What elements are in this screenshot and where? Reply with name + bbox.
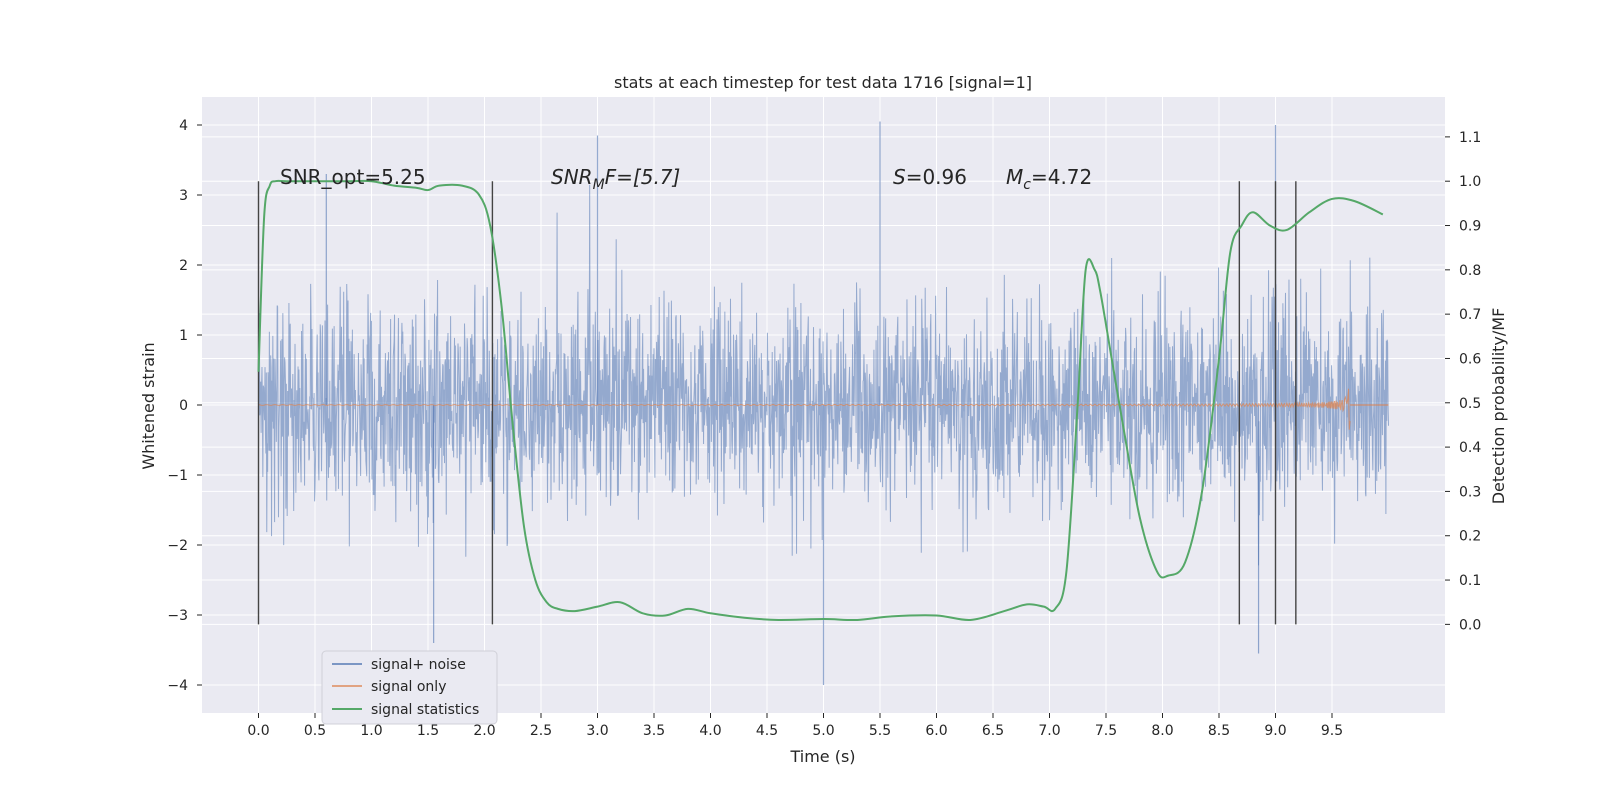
x-tick-label: 7.5 xyxy=(1095,723,1117,739)
y-tick-label: −4 xyxy=(167,678,188,694)
x-tick-label: 0.0 xyxy=(247,723,269,739)
y-tick-label: −1 xyxy=(167,468,188,484)
snr-mf-base: SNR xyxy=(551,165,593,189)
signal-only-line xyxy=(258,388,1351,430)
y-right-tick-label: 0.5 xyxy=(1459,396,1481,412)
y-tick-label: −3 xyxy=(167,608,188,624)
x-tick-label: 6.5 xyxy=(982,723,1004,739)
y-right-tick-label: 0.0 xyxy=(1459,617,1481,633)
x-tick-label: 2.5 xyxy=(530,723,552,739)
annotation-snr-mf: SNRMF=[5.7] xyxy=(551,165,680,193)
s-rest: =0.96 xyxy=(906,165,967,189)
x-tick-label: 9.5 xyxy=(1321,723,1343,739)
signal-statistics-line xyxy=(257,179,1384,622)
x-tick-label: 7.0 xyxy=(1038,723,1060,739)
y-tick-label: 4 xyxy=(179,118,188,134)
y-right-tick-label: 0.9 xyxy=(1459,219,1481,235)
legend-box xyxy=(321,650,498,725)
x-tick-label: 6.0 xyxy=(925,723,947,739)
y-axis-label: Whitened strain xyxy=(139,342,158,469)
y-tick-label: 3 xyxy=(179,188,188,204)
y-ticks-right: 1.1 1.0 0.9 0.8 0.7 0.6 0.5 0.4 0.3 0.2 0.1 0.0 xyxy=(1445,130,1481,633)
y-right-tick-label: 0.8 xyxy=(1459,263,1481,279)
y-right-tick-label: 0.2 xyxy=(1459,529,1481,545)
x-tick-label: 3.0 xyxy=(586,723,608,739)
x-tick-label: 3.5 xyxy=(643,723,665,739)
x-tick-label: 8.0 xyxy=(1151,723,1173,739)
y-tick-label: −2 xyxy=(167,538,188,554)
legend: signal+ noise signal only signal statist… xyxy=(321,650,498,725)
signal-only-series xyxy=(258,388,1389,430)
vertical-markers xyxy=(257,181,1297,625)
y-right-tick-label: 0.3 xyxy=(1459,484,1481,500)
legend-label-signal-statistics: signal statistics xyxy=(371,702,479,718)
y-ticks: 4 3 2 1 0 −1 −2 −3 −4 xyxy=(167,118,202,694)
snr-mf-rest: F=[5.7] xyxy=(605,165,681,189)
x-tick-label: 4.0 xyxy=(699,723,721,739)
snr-mf-sub: M xyxy=(593,177,605,193)
x-tick-label: 4.5 xyxy=(756,723,778,739)
y-right-tick-label: 1.1 xyxy=(1459,130,1481,146)
x-tick-label: 1.0 xyxy=(360,723,382,739)
annotation-s-value: S=0.96 xyxy=(893,165,967,189)
annotation-chirp-mass: Mc=4.72 xyxy=(1006,165,1092,193)
y-tick-label: 1 xyxy=(179,328,188,344)
x-tick-label: 1.5 xyxy=(417,723,439,739)
x-tick-label: 5.0 xyxy=(812,723,834,739)
x-axis-label: Time (s) xyxy=(789,747,855,766)
chart-title: stats at each timestep for test data 171… xyxy=(614,73,1032,92)
y-tick-label: 0 xyxy=(179,398,188,414)
y-right-tick-label: 0.4 xyxy=(1459,440,1481,456)
y-axis-right-label: Detection probability/MF xyxy=(1489,308,1508,505)
signal-statistics-series xyxy=(257,179,1384,622)
x-tick-label: 0.5 xyxy=(304,723,326,739)
legend-label-signal-only: signal only xyxy=(371,679,446,695)
y-right-tick-label: 0.1 xyxy=(1459,573,1481,589)
x-tick-label: 2.0 xyxy=(473,723,495,739)
y-right-tick-label: 1.0 xyxy=(1459,174,1481,190)
x-ticks: 0.0 0.5 1.0 1.5 2.0 2.5 3.0 3.5 4.0 4.5 5.0 5.5 6.0 6… xyxy=(247,713,1343,739)
mc-rest: =4.72 xyxy=(1031,165,1092,189)
legend-label-signal-noise: signal+ noise xyxy=(371,657,466,673)
mc-sub: c xyxy=(1023,177,1031,193)
y-right-tick-label: 0.6 xyxy=(1459,351,1481,367)
y-right-tick-label: 0.7 xyxy=(1459,307,1481,323)
s-base: S xyxy=(893,165,906,189)
x-tick-label: 5.5 xyxy=(869,723,891,739)
x-tick-label: 9.0 xyxy=(1264,723,1286,739)
x-tick-label: 8.5 xyxy=(1208,723,1230,739)
mc-base: M xyxy=(1006,165,1023,189)
signal-noise-line xyxy=(258,184,1389,566)
y-tick-label: 2 xyxy=(179,258,188,274)
annotation-snr-opt: SNR_opt=5.25 xyxy=(280,165,426,189)
